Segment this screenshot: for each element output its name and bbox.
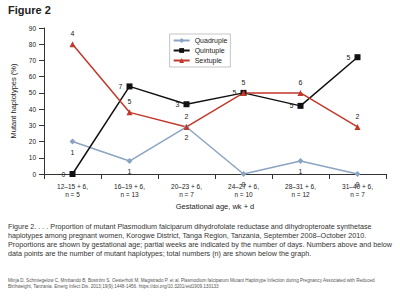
svg-text:5: 5	[242, 79, 246, 86]
svg-text:50: 50	[29, 89, 37, 96]
svg-text:2: 2	[356, 113, 360, 120]
svg-text:1: 1	[299, 168, 303, 175]
svg-text:Sextuple: Sextuple	[195, 57, 222, 65]
svg-text:n = 5: n = 5	[65, 191, 80, 198]
svg-text:2: 2	[185, 113, 189, 120]
svg-text:90: 90	[29, 25, 37, 32]
svg-text:20–23 + 6,: 20–23 + 6,	[171, 183, 202, 190]
svg-text:70: 70	[29, 57, 37, 64]
svg-text:0: 0	[32, 171, 36, 178]
svg-text:n = 10: n = 10	[234, 191, 253, 198]
svg-text:12–15 + 6,: 12–15 + 6,	[57, 183, 88, 190]
svg-text:0: 0	[356, 181, 360, 188]
svg-text:5: 5	[290, 102, 294, 109]
svg-text:7: 7	[119, 83, 123, 90]
svg-text:0: 0	[242, 181, 246, 188]
svg-text:1: 1	[71, 149, 75, 156]
svg-text:5: 5	[233, 89, 237, 96]
svg-text:28–31 + 6,: 28–31 + 6,	[285, 183, 316, 190]
svg-text:10: 10	[29, 154, 37, 161]
svg-text:Gestational age, wk + d: Gestational age, wk + d	[176, 202, 255, 211]
svg-text:24–27 + 6,: 24–27 + 6,	[228, 182, 259, 190]
svg-text:4: 4	[71, 30, 75, 37]
svg-text:Quadruple: Quadruple	[195, 37, 228, 45]
svg-text:40: 40	[29, 106, 37, 113]
html-text:Minja D, Schmiegelow C, Mmband: Minja D, Schmiegelow C, Mmbando B, Bostr…	[8, 278, 375, 289]
svg-text:6: 6	[299, 79, 303, 86]
html-text:Figure 2: Figure 2	[8, 4, 51, 16]
svg-text:Quintuple: Quintuple	[195, 47, 225, 55]
svg-text:2: 2	[185, 134, 189, 141]
svg-text:3: 3	[176, 101, 180, 108]
svg-text:n = 13: n = 13	[120, 191, 139, 198]
html-text:Figure 2. . . . Proportion of: Figure 2. . . . Proportion of mutant Pla…	[8, 222, 392, 258]
svg-text:30: 30	[29, 122, 37, 129]
svg-text:20: 20	[29, 138, 37, 145]
svg-text:n = 12: n = 12	[291, 191, 310, 198]
svg-text:Mutant haplotypes (%): Mutant haplotypes (%)	[9, 63, 18, 139]
svg-text:5: 5	[347, 54, 351, 61]
svg-text:16–19 + 6,: 16–19 + 6,	[114, 183, 145, 190]
svg-text:1: 1	[128, 168, 132, 175]
svg-text:0: 0	[62, 171, 66, 178]
svg-text:31–40 + 6,: 31–40 + 6,	[342, 182, 373, 190]
svg-text:n = 7: n = 7	[179, 191, 194, 198]
svg-text:n = 7: n = 7	[350, 191, 365, 198]
svg-text:5: 5	[128, 98, 132, 105]
svg-text:60: 60	[29, 73, 37, 80]
svg-text:80: 80	[29, 41, 37, 48]
